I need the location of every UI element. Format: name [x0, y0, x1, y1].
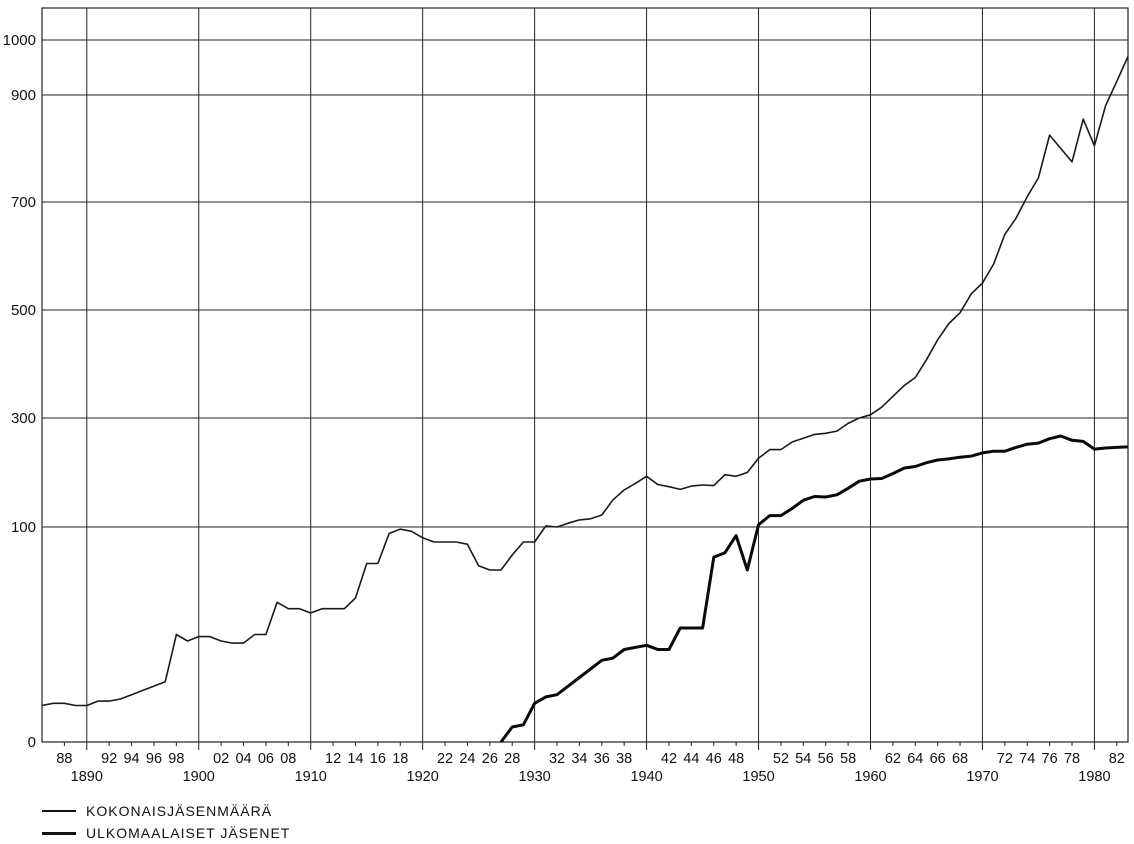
x-tick-label: 06: [258, 751, 274, 767]
x-tick-label: 68: [952, 751, 968, 767]
x-tick-label: 92: [101, 751, 117, 767]
y-tick-label: 900: [11, 87, 36, 104]
x-tick-label: 04: [235, 751, 251, 767]
y-tick-label: 500: [11, 302, 36, 319]
x-tick-label: 08: [280, 751, 296, 767]
x-tick-label: 12: [325, 751, 341, 767]
x-decade-label: 1920: [407, 769, 439, 785]
plot-frame: [41, 7, 1129, 743]
x-tick-label: 18: [392, 751, 408, 767]
x-tick-label: 88: [56, 751, 72, 767]
legend-item-total: KOKONAISJÄSENMÄÄRÄ: [42, 800, 290, 822]
x-decade-label: 1980: [1078, 769, 1110, 785]
membership-chart: 0 100 300 500 700 900 1000 88 92 94 96 98 02 04 06 08 1…: [3, 7, 1129, 785]
grid: [41, 7, 1129, 750]
x-decade-label: 1890: [71, 769, 103, 785]
x-tick-label: 02: [213, 751, 229, 767]
x-tick-label: 54: [795, 751, 811, 767]
x-tick-label: 96: [146, 751, 162, 767]
x-tick-label: 52: [773, 751, 789, 767]
x-tick-label: 22: [437, 751, 453, 767]
x-tick-label: 98: [168, 751, 184, 767]
legend-swatch-foreign: [42, 831, 76, 835]
x-tick-label: 46: [706, 751, 722, 767]
x-tick-label: 42: [661, 751, 677, 767]
x-tick-label: 72: [997, 751, 1013, 767]
x-decade-label: 1970: [966, 769, 998, 785]
legend: KOKONAISJÄSENMÄÄRÄ ULKOMAALAISET JÄSENET: [42, 800, 290, 844]
x-decade-label: 1960: [854, 769, 886, 785]
x-tick-label: 44: [683, 751, 699, 767]
x-decade-label: 1910: [295, 769, 327, 785]
y-axis-tick-labels: 0 100 300 500 700 900 1000: [3, 32, 36, 751]
series-lines: [41, 56, 1129, 743]
x-tick-label: 62: [885, 751, 901, 767]
x-tick-label: 64: [907, 751, 923, 767]
x-tick-label: 34: [571, 751, 587, 767]
x-tick-label: 56: [818, 751, 834, 767]
legend-item-foreign: ULKOMAALAISET JÄSENET: [42, 822, 290, 844]
x-tick-label: 38: [616, 751, 632, 767]
x-tick-label: 26: [482, 751, 498, 767]
y-tick-label: 1000: [3, 32, 36, 49]
x-decade-label: 1940: [630, 769, 662, 785]
y-tick-label: 0: [28, 734, 36, 751]
x-tick-label: 48: [728, 751, 744, 767]
x-decade-label: 1950: [742, 769, 774, 785]
legend-label-foreign: ULKOMAALAISET JÄSENET: [86, 825, 291, 841]
x-decade-label: 1930: [518, 769, 550, 785]
x-tick-label: 14: [347, 751, 363, 767]
x-tick-label: 94: [123, 751, 139, 767]
y-tick-label: 100: [11, 519, 36, 536]
x-tick-label: 36: [594, 751, 610, 767]
x-tick-label: 32: [549, 751, 565, 767]
x-tick-label: 74: [1019, 751, 1035, 767]
x-tick-label: 76: [1042, 751, 1058, 767]
series-line-total-members: [41, 56, 1129, 707]
x-decade-label: 1900: [183, 769, 215, 785]
legend-swatch-total: [42, 810, 76, 812]
x-tick-label: 24: [459, 751, 475, 767]
legend-label-total: KOKONAISJÄSENMÄÄRÄ: [86, 803, 273, 819]
x-axis-tick-labels: 88 92 94 96 98 02 04 06 08 12 14 16 18 22 24 26 28 32 34 36…: [56, 751, 1125, 785]
y-tick-label: 700: [11, 194, 36, 211]
x-tick-label: 28: [504, 751, 520, 767]
x-tick-label: 16: [370, 751, 386, 767]
x-tick-label: 66: [930, 751, 946, 767]
x-tick-label: 78: [1064, 751, 1080, 767]
x-tick-label: 58: [840, 751, 856, 767]
x-tick-label: 82: [1109, 751, 1125, 767]
series-line-foreign-members: [499, 434, 1129, 743]
y-tick-label: 300: [11, 410, 36, 427]
